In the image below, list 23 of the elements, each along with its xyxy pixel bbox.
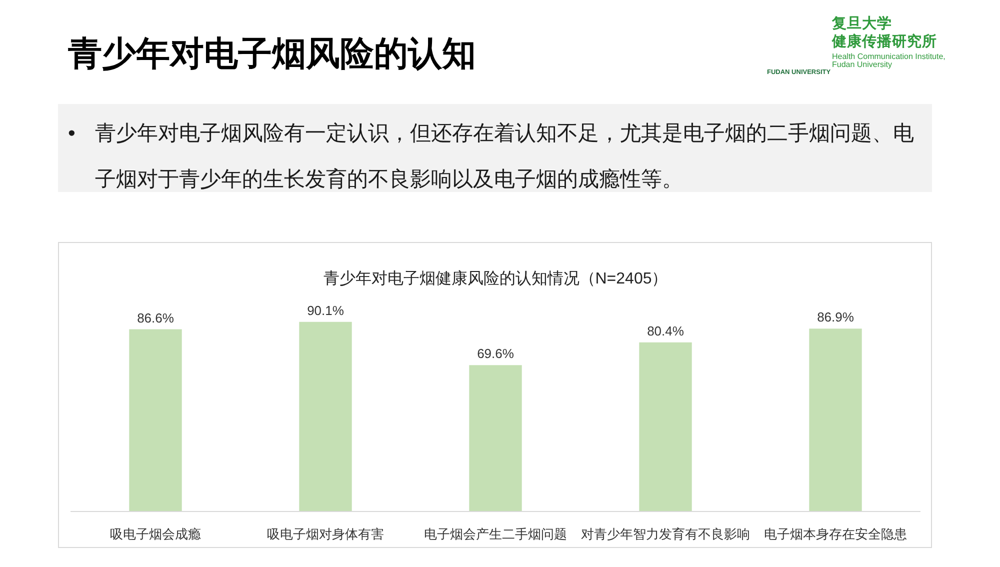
text: 青少年对电子烟风险的认知: [68, 35, 476, 73]
data-label: 86.6%: [137, 310, 174, 326]
data-label: 80.4%: [647, 323, 684, 338]
data-label: 69.6%: [477, 346, 514, 362]
text: Fudan University: [832, 60, 892, 69]
x-tick-label: 吸电子烟对身体有害: [267, 526, 384, 542]
bar: [469, 365, 522, 512]
data-label: 90.1%: [307, 302, 344, 318]
x-tick-label: 对青少年智力发育有不良影响: [581, 526, 750, 542]
text: 青少年对电子烟风险有一定认识，但还存在着认知不足，尤其是电子烟的二手烟问题、电子烟对于青少年的生长发育的不良影响以及电子烟的成瘾性等。: [95, 121, 915, 192]
x-tick-label: 电子烟本身存在安全隐患: [764, 526, 907, 542]
bar: [299, 322, 352, 512]
data-label: 86.9%: [817, 310, 854, 325]
bar: [129, 329, 182, 512]
x-tick-label: 电子烟会产生二手烟问题: [424, 526, 567, 542]
chart-title: 青少年对电子烟健康风险的认知情况（N=2405）: [323, 270, 668, 288]
bar: [809, 328, 862, 512]
text: Health Communication Institute,: [832, 52, 946, 61]
text: •: [67, 121, 76, 147]
text: 复旦大学: [832, 16, 892, 32]
bar: [639, 342, 692, 512]
text: 健康传播研究所: [832, 34, 937, 50]
x-tick-label: 吸电子烟会成瘾: [110, 526, 201, 542]
